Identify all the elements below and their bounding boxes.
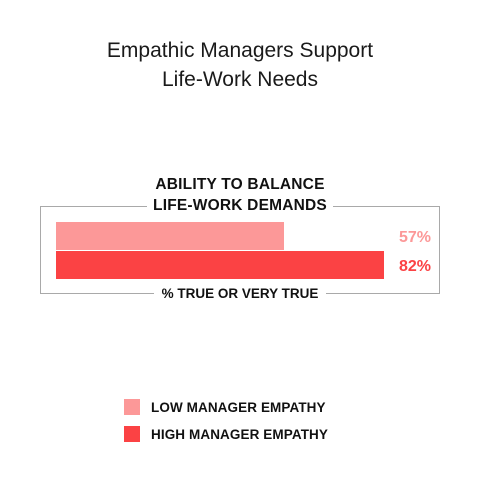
data-label-high-empathy: 82% xyxy=(399,258,431,275)
bar-low-empathy xyxy=(56,222,284,250)
chart-title-line-1: Empathic Managers Support xyxy=(106,39,374,62)
chart-subtitle: ABILITY TO BALANCE LIFE-WORK DEMANDS xyxy=(0,174,480,216)
legend-item-low: LOW MANAGER EMPATHY xyxy=(124,398,328,416)
legend-item-high: HIGH MANAGER EMPATHY xyxy=(124,425,328,443)
x-axis-label: % TRUE OR VERY TRUE xyxy=(0,285,480,303)
legend-swatch-low xyxy=(124,399,140,415)
legend-label-low: LOW MANAGER EMPATHY xyxy=(151,399,326,415)
chart-subtitle-line-2: LIFE-WORK DEMANDS xyxy=(147,197,333,214)
chart-title: Empathic Managers Support Life-Work Need… xyxy=(0,36,480,94)
chart-title-line-2: Life-Work Needs xyxy=(161,68,318,91)
legend-label-high: HIGH MANAGER EMPATHY xyxy=(151,426,328,442)
chart-subtitle-line-1: ABILITY TO BALANCE xyxy=(149,176,331,193)
legend-swatch-high xyxy=(124,426,140,442)
legend: LOW MANAGER EMPATHY HIGH MANAGER EMPATHY xyxy=(124,398,328,452)
x-axis-label-text: % TRUE OR VERY TRUE xyxy=(153,286,327,301)
data-label-low-empathy: 57% xyxy=(399,229,431,246)
bar-high-empathy xyxy=(56,251,384,279)
